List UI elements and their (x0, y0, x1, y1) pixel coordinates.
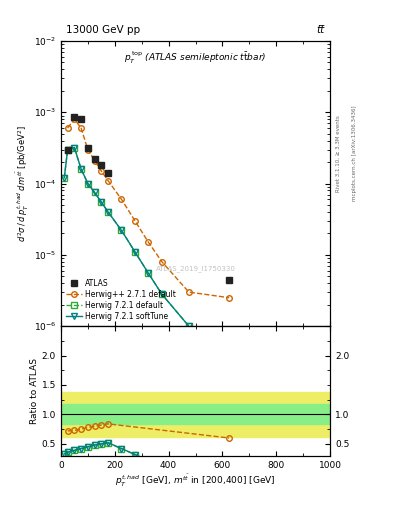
Herwig 7.2.1 softTune (86, 180, 90, 186)
Herwig 7.2.1 default (86, 180, 90, 186)
Herwig 7.2.1 softTune (62, 175, 67, 181)
Line: Herwig 7.2.1 default: Herwig 7.2.1 default (61, 145, 232, 379)
Herwig 7.2.1 softTune (106, 209, 110, 215)
Herwig++ 2.7.1 default (146, 239, 151, 245)
Herwig++ 2.7.1 default (72, 116, 77, 122)
ATLAS (65, 146, 70, 153)
ATLAS (72, 114, 77, 120)
ATLAS (99, 162, 104, 168)
Herwig++ 2.7.1 default (86, 146, 90, 153)
Herwig 7.2.1 softTune (65, 146, 70, 153)
Herwig 7.2.1 default (146, 270, 151, 276)
ATLAS (86, 144, 90, 151)
Herwig 7.2.1 default (227, 373, 231, 379)
Herwig++ 2.7.1 default (106, 178, 110, 184)
ATLAS (79, 116, 83, 122)
Text: Rivet 3.1.10, ≥ 3.3M events: Rivet 3.1.10, ≥ 3.3M events (336, 115, 341, 192)
Herwig++ 2.7.1 default (186, 289, 191, 295)
Herwig 7.2.1 default (186, 323, 191, 329)
X-axis label: $p_T^{t,had}$ [GeV], $m^{t\bar{t}}$ in [200,400] [GeV]: $p_T^{t,had}$ [GeV], $m^{t\bar{t}}$ in [… (115, 472, 276, 488)
Herwig 7.2.1 softTune (227, 373, 231, 379)
Herwig 7.2.1 default (132, 249, 137, 255)
Y-axis label: $d^2\sigma\,/\,d\,p_T^{t,had}\,d\,m^{t\bar{t}}$ [pb/GeV$^2$]: $d^2\sigma\,/\,d\,p_T^{t,had}\,d\,m^{t\b… (15, 125, 31, 242)
Herwig 7.2.1 softTune (146, 270, 151, 276)
Herwig 7.2.1 default (119, 227, 124, 233)
Herwig++ 2.7.1 default (160, 259, 164, 265)
Herwig 7.2.1 softTune (119, 227, 124, 233)
Herwig 7.2.1 default (62, 175, 67, 181)
Text: 13000 GeV pp: 13000 GeV pp (66, 25, 140, 35)
Herwig 7.2.1 default (106, 209, 110, 215)
Y-axis label: Ratio to ATLAS: Ratio to ATLAS (30, 358, 39, 424)
Herwig 7.2.1 softTune (186, 323, 191, 329)
Line: Herwig++ 2.7.1 default: Herwig++ 2.7.1 default (65, 116, 232, 301)
Bar (61, 404, 330, 424)
Herwig 7.2.1 default (72, 144, 77, 151)
Text: $p_T^{\,\mathrm{top}}$ (ATLAS semileptonic t$\bar{\mathrm{t}}$bar): $p_T^{\,\mathrm{top}}$ (ATLAS semilepton… (124, 50, 267, 66)
Herwig 7.2.1 softTune (72, 144, 77, 151)
Text: ATLAS_2019_I1750330: ATLAS_2019_I1750330 (156, 266, 235, 272)
Herwig 7.2.1 softTune (132, 249, 137, 255)
Herwig 7.2.1 softTune (92, 189, 97, 196)
Line: ATLAS: ATLAS (65, 115, 232, 282)
Herwig++ 2.7.1 default (119, 196, 124, 202)
Herwig++ 2.7.1 default (227, 294, 231, 301)
Herwig 7.2.1 default (99, 199, 104, 205)
Line: Herwig 7.2.1 softTune: Herwig 7.2.1 softTune (61, 145, 232, 379)
Herwig 7.2.1 default (160, 291, 164, 297)
Herwig 7.2.1 softTune (79, 166, 83, 172)
Herwig++ 2.7.1 default (99, 168, 104, 174)
Herwig 7.2.1 default (92, 189, 97, 196)
ATLAS (227, 276, 231, 283)
Herwig++ 2.7.1 default (79, 125, 83, 131)
Text: tt̅: tt̅ (316, 25, 325, 35)
Herwig++ 2.7.1 default (92, 158, 97, 164)
Herwig++ 2.7.1 default (65, 125, 70, 131)
ATLAS (106, 170, 110, 176)
Herwig 7.2.1 softTune (160, 291, 164, 297)
Herwig 7.2.1 softTune (99, 199, 104, 205)
ATLAS (92, 156, 97, 162)
Legend: ATLAS, Herwig++ 2.7.1 default, Herwig 7.2.1 default, Herwig 7.2.1 softTune: ATLAS, Herwig++ 2.7.1 default, Herwig 7.… (65, 278, 177, 322)
Herwig++ 2.7.1 default (132, 218, 137, 224)
Herwig 7.2.1 default (65, 146, 70, 153)
Herwig 7.2.1 default (79, 166, 83, 172)
Text: mcplots.cern.ch [arXiv:1306.3436]: mcplots.cern.ch [arXiv:1306.3436] (352, 106, 357, 201)
Bar (61, 392, 330, 437)
